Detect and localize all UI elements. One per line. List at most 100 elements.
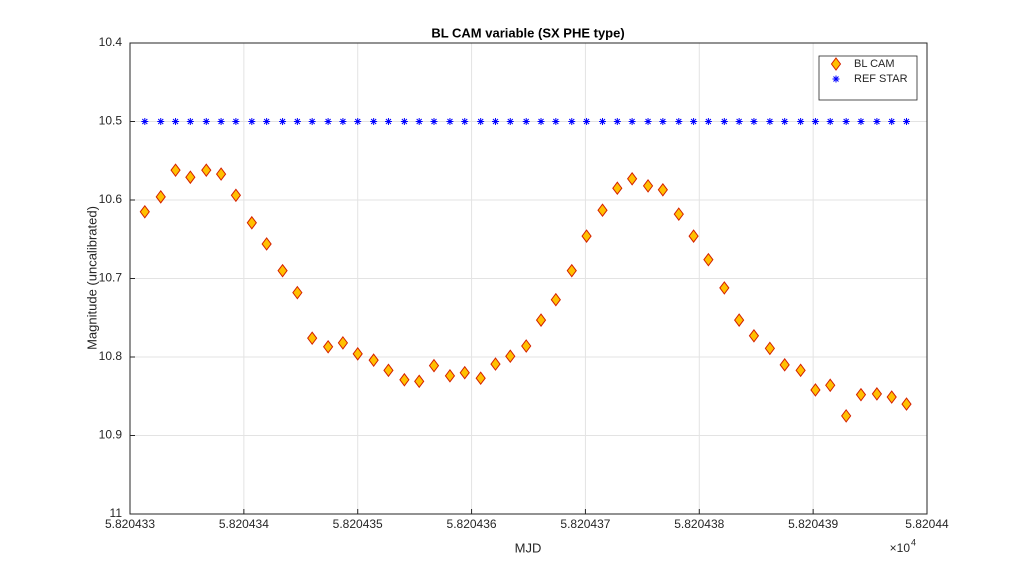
asterisk-point bbox=[888, 118, 896, 125]
x-tick-label: 5.82044 bbox=[905, 517, 949, 531]
y-axis-label: Magnitude (uncalibrated) bbox=[84, 206, 99, 350]
asterisk-point bbox=[552, 118, 560, 125]
diamond-point bbox=[535, 313, 547, 327]
asterisk-point bbox=[477, 118, 485, 125]
diamond-point bbox=[642, 179, 654, 193]
asterisk-point bbox=[766, 118, 774, 125]
diamond-point bbox=[444, 369, 456, 383]
diamond-point bbox=[246, 215, 257, 230]
asterisk-point bbox=[628, 118, 636, 125]
diamond-point bbox=[475, 371, 486, 386]
diamond-point bbox=[810, 383, 821, 397]
diamond-point bbox=[322, 339, 334, 354]
y-tick-label: 10.6 bbox=[99, 192, 123, 206]
y-tick-label: 10.9 bbox=[99, 428, 123, 442]
asterisk-point bbox=[750, 118, 758, 125]
asterisk-point bbox=[308, 118, 316, 125]
diamond-point bbox=[383, 363, 394, 378]
diamond-point bbox=[764, 341, 776, 356]
asterisk-point bbox=[506, 118, 514, 125]
asterisk-point bbox=[735, 118, 743, 125]
x-multiplier-exponent: 4 bbox=[911, 537, 916, 547]
asterisk-point bbox=[461, 118, 469, 125]
legend-marker bbox=[832, 75, 840, 83]
diamond-point bbox=[703, 252, 714, 267]
asterisk-point bbox=[415, 118, 423, 125]
y-tick-label: 11 bbox=[110, 506, 123, 520]
asterisk-point bbox=[430, 118, 438, 125]
diamond-point bbox=[139, 204, 150, 219]
diamond-point bbox=[230, 188, 242, 203]
diamond-point bbox=[719, 281, 730, 295]
asterisk-point bbox=[781, 118, 789, 125]
diamond-point bbox=[201, 163, 212, 178]
diamond-point bbox=[352, 347, 363, 361]
diamond-point bbox=[505, 349, 516, 364]
asterisk-point bbox=[186, 118, 194, 125]
y-tick-label: 10.7 bbox=[99, 271, 123, 285]
y-tick-label: 10.4 bbox=[99, 35, 123, 49]
asterisk-point bbox=[675, 118, 683, 125]
diamond-point bbox=[414, 374, 425, 389]
asterisk-point bbox=[293, 118, 301, 125]
x-tick-label: 5.820436 bbox=[447, 517, 497, 531]
diamond-point bbox=[779, 358, 790, 372]
diamond-point bbox=[748, 328, 760, 343]
diamond-point bbox=[825, 378, 836, 393]
asterisk-point bbox=[568, 118, 576, 125]
diamond-point bbox=[657, 182, 668, 197]
asterisk-point bbox=[613, 118, 621, 125]
asterisk-point bbox=[811, 118, 819, 125]
asterisk-point bbox=[248, 118, 256, 125]
diamond-point bbox=[185, 170, 196, 185]
diamond-point bbox=[277, 263, 288, 278]
asterisk-point bbox=[370, 118, 378, 125]
x-tick-label: 5.820439 bbox=[788, 517, 838, 531]
plot-frame bbox=[129, 42, 928, 515]
asterisk-point bbox=[202, 118, 210, 125]
y-tick-label: 10.5 bbox=[99, 114, 123, 128]
chart-title: BL CAM variable (SX PHE type) bbox=[431, 25, 624, 40]
diamond-point bbox=[566, 263, 577, 278]
asterisk-point bbox=[537, 118, 545, 125]
asterisk-point bbox=[720, 118, 728, 125]
diamond-point bbox=[901, 397, 912, 411]
diamond-point bbox=[871, 387, 883, 401]
asterisk-point bbox=[842, 118, 850, 125]
diamond-point bbox=[521, 339, 532, 353]
x-multiplier-base: ×10 bbox=[890, 541, 911, 555]
asterisk-point bbox=[279, 118, 287, 125]
x-tick-label: 5.820435 bbox=[333, 517, 383, 531]
diamond-point bbox=[795, 363, 806, 378]
asterisk-point bbox=[873, 118, 881, 125]
diamond-point bbox=[337, 336, 349, 350]
asterisk-point bbox=[446, 118, 454, 125]
legend-marker bbox=[830, 57, 842, 71]
legend-label: REF STAR bbox=[854, 73, 908, 85]
asterisk-point bbox=[324, 118, 332, 125]
diamond-point bbox=[215, 167, 227, 181]
diamond-point bbox=[581, 229, 592, 243]
diamond-point bbox=[459, 365, 470, 380]
asterisk-point bbox=[141, 118, 149, 125]
asterisk-point bbox=[599, 118, 607, 125]
diamond-point bbox=[626, 171, 638, 186]
asterisk-point bbox=[263, 118, 271, 125]
asterisk-point bbox=[583, 118, 591, 125]
diamond-point bbox=[368, 353, 379, 367]
asterisk-point bbox=[172, 118, 180, 125]
diamond-point bbox=[550, 292, 561, 307]
asterisk-point bbox=[690, 118, 698, 125]
diamond-point bbox=[261, 237, 272, 251]
asterisk-point bbox=[522, 118, 530, 125]
diamond-point bbox=[399, 372, 410, 387]
diamond-point bbox=[612, 181, 623, 196]
x-tick-label: 5.820437 bbox=[560, 517, 610, 531]
asterisk-point bbox=[354, 118, 362, 125]
x-tick-label: 5.820434 bbox=[219, 517, 269, 531]
diamond-point bbox=[490, 357, 501, 371]
asterisk-point bbox=[826, 118, 834, 125]
diamond-point bbox=[673, 207, 684, 221]
x-tick-label: 5.820438 bbox=[674, 517, 724, 531]
